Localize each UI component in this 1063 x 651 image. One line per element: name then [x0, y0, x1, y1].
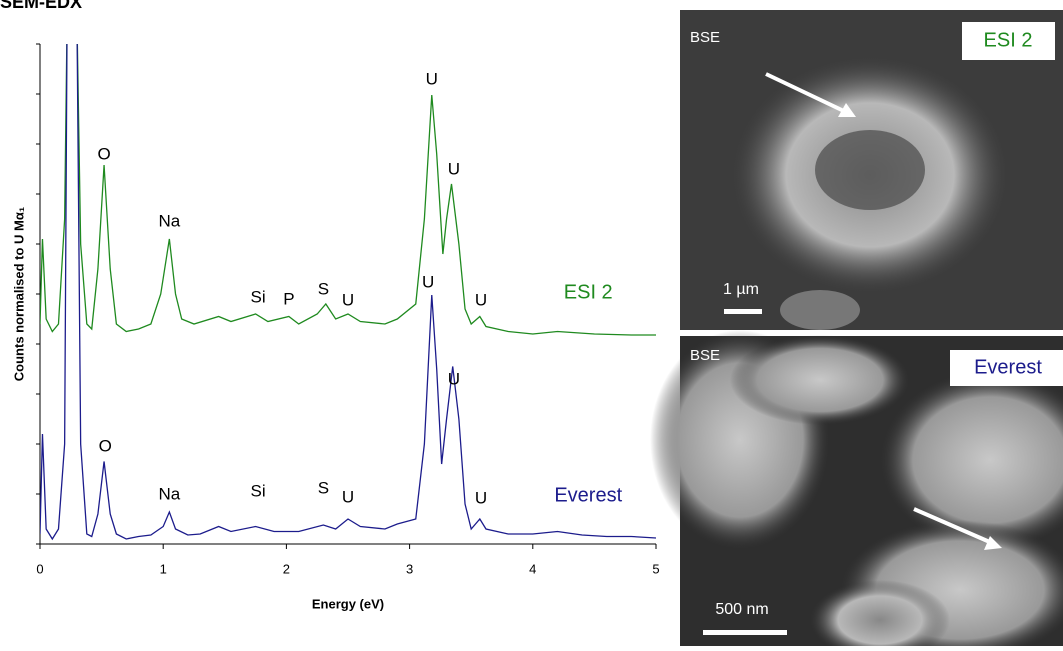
peak-label: Si	[251, 481, 266, 500]
series-label: Everest	[554, 484, 622, 506]
peak-label: U	[448, 369, 460, 388]
x-tick-label: 3	[406, 561, 413, 576]
particle-hole	[815, 130, 925, 210]
plot-area	[40, 19, 656, 539]
scale-text: 1 µm	[723, 281, 759, 298]
peak-label: U	[422, 272, 434, 291]
peak-label: S	[318, 279, 329, 298]
x-tick-label: 0	[36, 561, 43, 576]
peak-label: U	[475, 290, 487, 309]
peak-label: U	[426, 69, 438, 88]
x-axis-label: Energy (eV)	[312, 596, 384, 611]
spectrum-line	[40, 19, 656, 539]
panel-tag: BSE	[690, 29, 720, 46]
series-label: ESI 2	[564, 281, 613, 303]
particle	[730, 335, 910, 425]
figure: SEM-EDX Counts normalised to U Mα₁ Energ…	[0, 0, 1063, 646]
x-tick-label: 1	[160, 561, 167, 576]
peak-label: Si	[251, 287, 266, 306]
particle	[780, 290, 860, 330]
figure-title: SEM-EDX	[0, 0, 82, 12]
peak-label: U	[475, 488, 487, 507]
x-tick-label: 4	[529, 561, 536, 576]
peak-label: U	[448, 159, 460, 178]
y-axis-label: Counts normalised to U Mα₁	[11, 207, 26, 381]
peak-label: P	[283, 289, 294, 308]
peak-label: S	[318, 478, 329, 497]
panel-tag: BSE	[690, 347, 720, 364]
peak-label: O	[97, 144, 110, 163]
x-tick-label: 5	[652, 561, 659, 576]
panel-label: ESI 2	[984, 29, 1033, 51]
sem-panel: Everest BSE 500 nm	[650, 330, 1063, 646]
peak-label: Na	[158, 211, 180, 230]
scale-bar	[703, 630, 787, 635]
panel-label: Everest	[974, 356, 1042, 378]
scale-text: 500 nm	[715, 601, 768, 618]
scale-bar	[724, 309, 762, 314]
peak-label: U	[342, 290, 354, 309]
x-tick-label: 2	[283, 561, 290, 576]
peak-label: Na	[158, 484, 180, 503]
peak-label: O	[99, 436, 112, 455]
sem-panel: ESI 2 BSE 1 µm	[680, 10, 1063, 330]
peak-label: U	[342, 487, 354, 506]
